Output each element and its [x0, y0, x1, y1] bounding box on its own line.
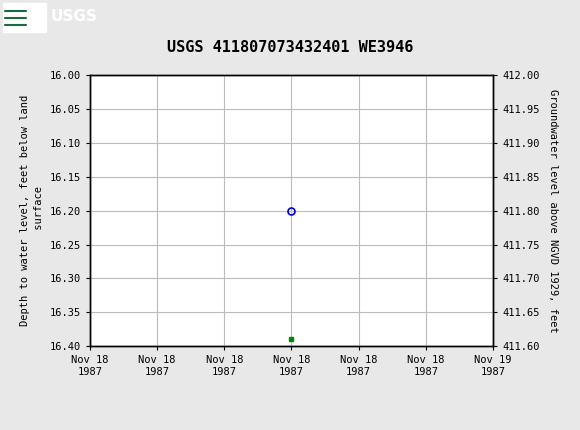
Y-axis label: Groundwater level above NGVD 1929, feet: Groundwater level above NGVD 1929, feet: [548, 89, 558, 332]
Text: USGS: USGS: [51, 9, 98, 25]
FancyBboxPatch shape: [3, 3, 46, 32]
Y-axis label: Depth to water level, feet below land
 surface: Depth to water level, feet below land su…: [20, 95, 44, 326]
Text: USGS 411807073432401 WE3946: USGS 411807073432401 WE3946: [167, 40, 413, 55]
